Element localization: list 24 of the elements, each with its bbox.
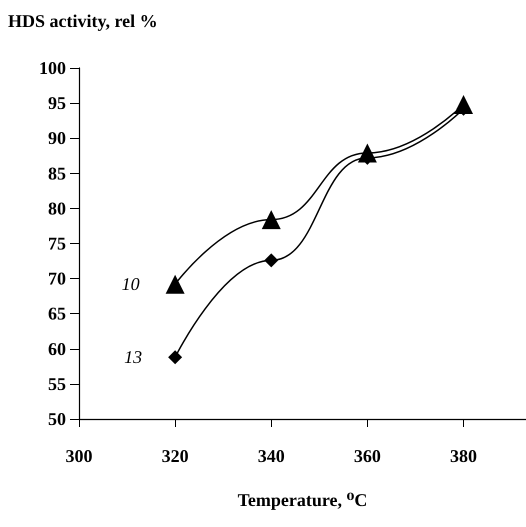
point bbox=[264, 253, 278, 268]
y-tick-label: 100 bbox=[39, 58, 66, 78]
y-tick-label: 70 bbox=[48, 268, 66, 289]
x-tick-label: 340 bbox=[258, 446, 285, 466]
y-tick-label: 95 bbox=[48, 93, 66, 114]
x-tick-label: 380 bbox=[450, 446, 478, 466]
x-tick-label: 300 bbox=[66, 446, 92, 466]
y-tick-label: 50 bbox=[48, 409, 66, 429]
series-label: 10 bbox=[122, 274, 140, 294]
x-tick-label: 320 bbox=[162, 446, 189, 466]
y-axis-title: HDS activity, rel % bbox=[8, 11, 158, 31]
point bbox=[262, 210, 281, 230]
x-tick-label: 360 bbox=[354, 446, 381, 466]
x-axis-title: Temperature, ⁰C bbox=[238, 490, 368, 510]
y-tick-label: 60 bbox=[48, 338, 66, 359]
series-label: 13 bbox=[124, 347, 142, 368]
y-tick-label: 90 bbox=[48, 128, 66, 148]
y-tick-label: 80 bbox=[48, 198, 66, 218]
y-tick-label: 75 bbox=[48, 234, 66, 254]
y-tick-label: 85 bbox=[48, 163, 66, 184]
y-tick-label: 65 bbox=[48, 304, 66, 324]
y-tick-label: 55 bbox=[48, 374, 66, 394]
point bbox=[168, 350, 182, 364]
point bbox=[166, 274, 185, 294]
